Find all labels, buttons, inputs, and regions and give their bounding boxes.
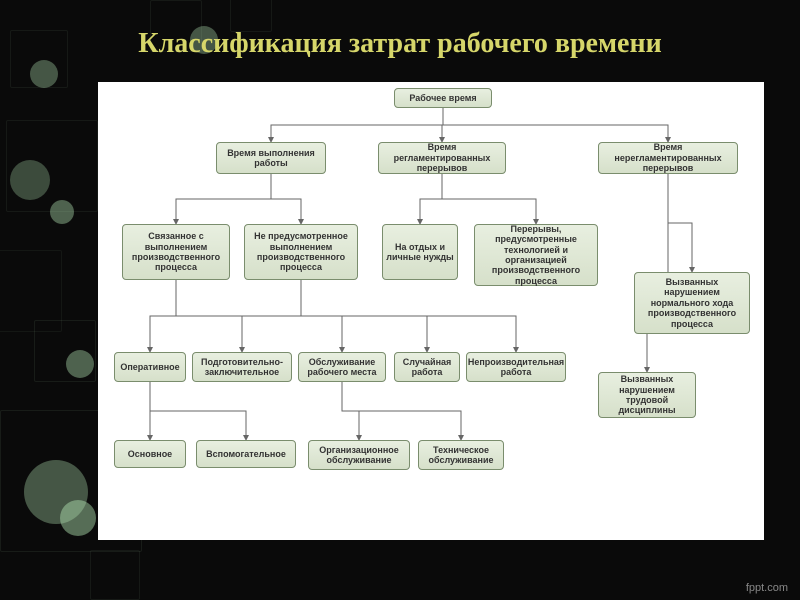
credit-text: fppt.com (746, 582, 788, 594)
node-n5: Не предусмотренное выполнением производс… (244, 224, 358, 280)
edge-n11-n18 (342, 382, 461, 440)
edge-n4-n9 (150, 280, 176, 352)
node-n11: Обслуживание рабочего места (298, 352, 386, 382)
node-n4: Связанное с выполнением производственног… (122, 224, 230, 280)
edge-n1-n4 (176, 174, 271, 224)
node-n1: Время выполнения работы (216, 142, 326, 174)
node-n14: Вызванных нарушением трудовой дисциплины (598, 372, 696, 418)
node-n12: Случайная работа (394, 352, 460, 382)
node-n2: Время регламентированных перерывов (378, 142, 506, 174)
node-n7: Перерывы, предусмотренные технологией и … (474, 224, 598, 286)
page-title: Классификация затрат рабочего времени (0, 28, 800, 60)
node-n13: Непроизводительная работа (466, 352, 566, 382)
node-n9: Оперативное (114, 352, 186, 382)
edge-n0-n3 (443, 108, 668, 142)
edge-n3-n8 (668, 174, 692, 272)
edge-n0-n1 (271, 108, 443, 142)
node-n6: На отдых и личные нужды (382, 224, 458, 280)
edge-n1-n5 (271, 174, 301, 224)
node-n0: Рабочее время (394, 88, 492, 108)
node-n3: Время нерегламентированных перерывов (598, 142, 738, 174)
edge-n2-n7 (442, 174, 536, 224)
edge-n2-n6 (420, 174, 442, 224)
diagram-canvas: Рабочее время Время выполнения работы Врем… (98, 82, 764, 540)
edge-n5-n13 (301, 280, 516, 352)
edge-n9-n16 (150, 382, 246, 440)
node-n17: Организационное обслуживание (308, 440, 410, 470)
node-n10: Подготовительно-заключительное (192, 352, 292, 382)
slide: Классификация затрат рабочего времени Ра… (0, 0, 800, 600)
node-n8: Вызванных нарушением нормального хода пр… (634, 272, 750, 334)
node-n18: Техническое обслуживание (418, 440, 504, 470)
node-n15: Основное (114, 440, 186, 468)
node-n16: Вспомогательное (196, 440, 296, 468)
